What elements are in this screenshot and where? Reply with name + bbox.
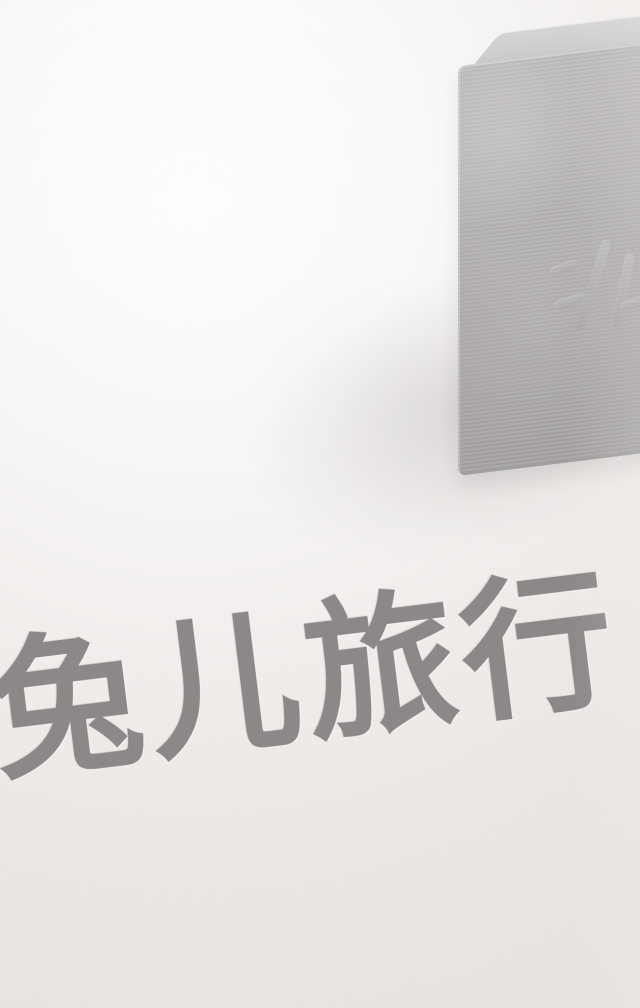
stamp-glyph-stroke-2 [553,291,587,312]
stamp-glyph-stroke-3 [574,238,612,332]
stamp-block [458,5,640,514]
stamp-glyph-stroke-6 [619,287,640,313]
stamp-glyph [549,228,640,405]
stamp-front-face [458,38,640,476]
stamp-glyph-stroke-1 [549,258,579,278]
stamp-glyph-stroke-4 [610,253,636,329]
